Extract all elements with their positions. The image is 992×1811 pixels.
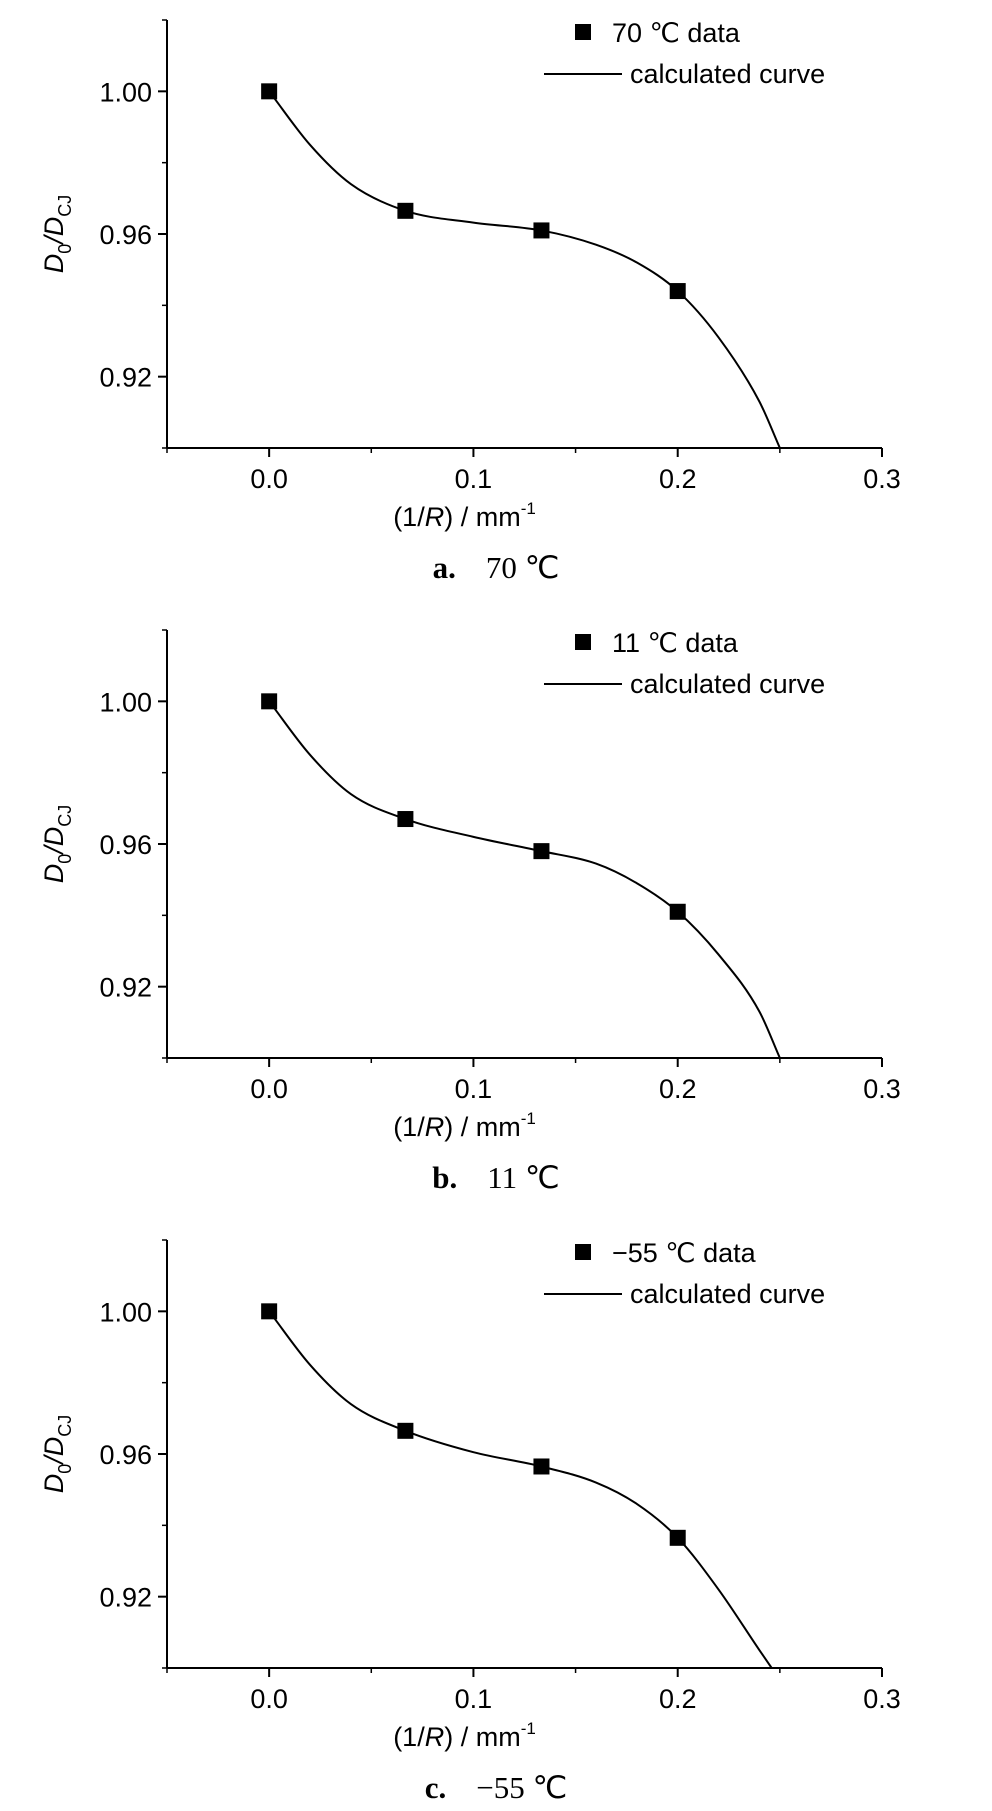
panel-caption: a. 70 ℃ — [433, 550, 560, 585]
panel-caption: b. 11 ℃ — [432, 1160, 559, 1195]
panel-caption-text: 70 ℃ — [486, 550, 560, 585]
x-axis-title-sup: -1 — [521, 1109, 536, 1128]
panel-caption-letter: a. — [433, 550, 456, 585]
x-axis-title-sup: -1 — [521, 499, 536, 518]
data-point-marker — [261, 83, 278, 100]
data-point-marker — [669, 1529, 686, 1546]
y-tick-label: 0.96 — [99, 830, 152, 860]
y-tick-label: 0.92 — [99, 363, 152, 393]
panel-caption-letter: b. — [432, 1160, 457, 1195]
data-point-marker — [533, 222, 550, 239]
y-tick-label: 0.96 — [99, 1440, 152, 1470]
x-axis-title-var: R — [425, 1722, 445, 1752]
x-tick-label: 0.2 — [659, 1684, 697, 1714]
y-tick-label: 1.00 — [99, 687, 152, 717]
y-axis-title-sub1: 0 — [55, 1464, 75, 1474]
x-tick-label: 0.0 — [250, 1074, 288, 1104]
panel-caption-text: 11 ℃ — [487, 1160, 559, 1195]
legend-line-label: calculated curve — [630, 59, 825, 89]
panel-caption: c. −55 ℃ — [425, 1770, 568, 1805]
y-axis-title-sub1: 0 — [55, 244, 75, 254]
x-axis-title: (1/R) / mm-1 — [393, 499, 536, 532]
x-axis-title: (1/R) / mm-1 — [393, 1109, 536, 1142]
chart-panel-2: 0.0 0.1 0.2 0.3 0.92 0.96 1.00 D0/DCJ (1/R) / mm… — [39, 628, 901, 1195]
data-point-marker — [669, 903, 686, 920]
x-tick-label: 0.1 — [455, 464, 493, 494]
data-point-marker — [669, 283, 686, 300]
x-tick-label: 0.3 — [863, 1684, 901, 1714]
y-axis-title-slash: /D — [39, 217, 69, 246]
y-axis-title-slash: /D — [39, 1437, 69, 1466]
calculated-curve-line — [268, 90, 781, 449]
y-axis-title: D0/DCJ — [39, 1415, 75, 1494]
y-axis-title: D0/DCJ — [39, 805, 75, 884]
calculated-curve-line — [268, 1310, 773, 1669]
legend-marker-label: 11 ℃ data — [612, 628, 739, 658]
data-point-marker — [261, 1303, 278, 1320]
y-tick-label: 1.00 — [99, 77, 152, 107]
x-tick-label: 0.3 — [863, 464, 901, 494]
x-axis-title-var: R — [425, 1112, 445, 1142]
x-tick-label: 0.3 — [863, 1074, 901, 1104]
y-axis-title-sub2: CJ — [55, 805, 75, 827]
legend-line-label: calculated curve — [630, 669, 825, 699]
y-axis-title-sub1: 0 — [55, 854, 75, 864]
y-axis-title-main: D — [39, 1474, 69, 1494]
data-point-marker — [261, 693, 278, 710]
x-tick-label: 0.1 — [455, 1074, 493, 1104]
x-axis-title-var: R — [425, 502, 445, 532]
y-axis-title: D0/DCJ — [39, 195, 75, 274]
x-axis-title-pre: (1/ — [393, 502, 425, 532]
data-point-marker — [533, 843, 550, 860]
x-axis-title-post: ) / mm — [444, 502, 520, 532]
legend-marker-swatch — [575, 1244, 591, 1260]
chart-panel-1: 0.0 0.1 0.2 0.3 0.92 0.96 1.00 D0/DCJ (1/R) / mm… — [39, 18, 901, 585]
x-axis-title-post: ) / mm — [444, 1722, 520, 1752]
x-tick-label: 0.0 — [250, 1684, 288, 1714]
y-tick-label: 0.96 — [99, 220, 152, 250]
y-tick-label: 0.92 — [99, 1583, 152, 1613]
x-axis-title-post: ) / mm — [444, 1112, 520, 1142]
y-axis-title-sub2: CJ — [55, 1415, 75, 1437]
legend-marker-swatch — [575, 24, 591, 40]
y-tick-label: 0.92 — [99, 973, 152, 1003]
y-axis-title-main: D — [39, 864, 69, 884]
legend-marker-label: 70 ℃ data — [612, 18, 741, 48]
data-point-marker — [397, 202, 414, 219]
data-point-marker — [397, 1422, 414, 1439]
legend-marker-swatch — [575, 634, 591, 650]
y-axis-title-sub2: CJ — [55, 195, 75, 217]
chart-panel-3: 0.0 0.1 0.2 0.3 0.92 0.96 1.00 D0/DCJ (1/R) / mm… — [39, 1238, 901, 1805]
panel-caption-text: −55 ℃ — [476, 1770, 567, 1805]
panel-caption-letter: c. — [425, 1770, 447, 1805]
x-axis-title-pre: (1/ — [393, 1722, 425, 1752]
legend-marker-label: −55 ℃ data — [612, 1238, 757, 1268]
x-axis-title-sup: -1 — [521, 1719, 536, 1738]
x-axis-title-pre: (1/ — [393, 1112, 425, 1142]
x-tick-label: 0.2 — [659, 464, 697, 494]
x-tick-label: 0.0 — [250, 464, 288, 494]
x-tick-label: 0.2 — [659, 1074, 697, 1104]
calculated-curve-line — [268, 700, 781, 1059]
y-axis-title-main: D — [39, 254, 69, 274]
y-tick-label: 1.00 — [99, 1297, 152, 1327]
data-point-marker — [397, 811, 414, 828]
x-tick-label: 0.1 — [455, 1684, 493, 1714]
data-point-marker — [533, 1458, 550, 1475]
legend-line-label: calculated curve — [630, 1279, 825, 1309]
y-axis-title-slash: /D — [39, 827, 69, 856]
x-axis-title: (1/R) / mm-1 — [393, 1719, 536, 1752]
